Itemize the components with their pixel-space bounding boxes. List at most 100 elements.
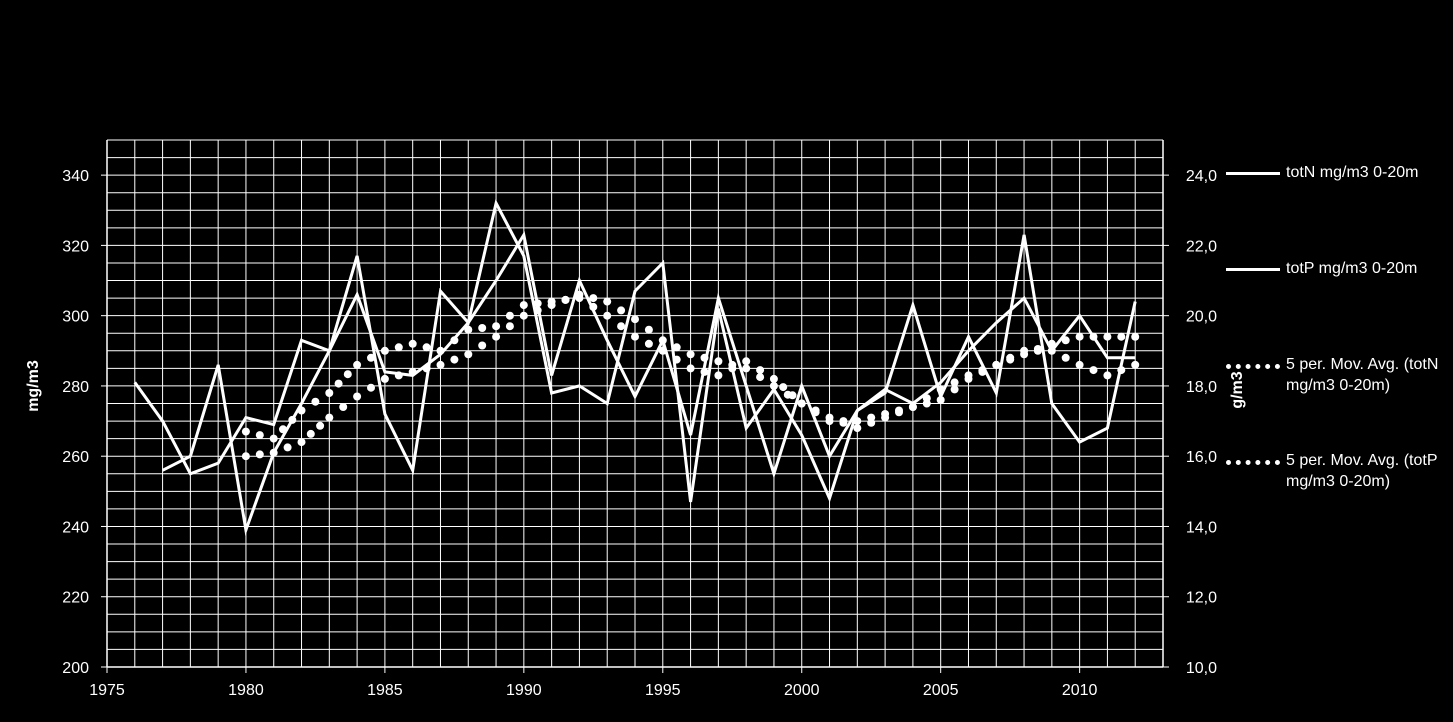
legend-swatch-totp — [1226, 268, 1280, 271]
moving-average-dot — [325, 389, 334, 397]
moving-average-dot — [1103, 332, 1112, 341]
moving-average-dot — [339, 403, 348, 411]
moving-average-dot — [255, 431, 264, 440]
moving-average-dot — [603, 297, 612, 306]
moving-average-dot — [839, 418, 848, 427]
moving-average-dot — [306, 429, 315, 438]
y-right-tick-label: 18,0 — [1186, 379, 1217, 396]
moving-average-dot — [367, 353, 375, 362]
moving-average-dot — [325, 413, 334, 422]
moving-average-dot — [714, 371, 723, 380]
legend-label-totn: totN mg/m3 0-20m — [1286, 164, 1419, 181]
moving-average-dot — [742, 364, 751, 373]
moving-average-dot — [964, 371, 973, 380]
x-tick-label: 1990 — [506, 682, 542, 699]
moving-average-dot — [617, 322, 626, 331]
moving-average-dot — [658, 346, 667, 355]
moving-average-dot — [1061, 353, 1070, 362]
x-tick-label: 1975 — [89, 682, 125, 699]
horizontal-gridlines — [107, 139, 1163, 650]
moving-average-dot — [950, 378, 959, 387]
series-layer — [133, 198, 1140, 536]
moving-average-dot — [783, 390, 792, 399]
moving-average-dot — [992, 360, 1001, 369]
moving-average-dot — [1033, 345, 1042, 353]
moving-average-dot — [853, 424, 862, 433]
moving-average-dot — [241, 452, 250, 461]
series-totp-moving-average — [241, 290, 1140, 461]
moving-average-dot — [478, 324, 487, 332]
y-right-tick-label: 20,0 — [1186, 309, 1217, 326]
moving-average-dot — [936, 396, 945, 404]
moving-average-dot — [1047, 346, 1056, 355]
moving-average-dot — [672, 355, 681, 364]
legend-swatch-totn — [1226, 172, 1280, 175]
y-axis-right-label: g/m3 — [1229, 371, 1246, 408]
moving-average-dot — [797, 399, 806, 408]
moving-average-dot — [756, 366, 765, 375]
moving-average-dot — [478, 341, 487, 350]
moving-average-dot — [700, 353, 709, 362]
moving-average-dot — [450, 355, 459, 364]
moving-average-dot — [908, 403, 917, 411]
legend-label-totp: totP mg/m3 0-20m — [1286, 260, 1418, 277]
moving-average-dot — [811, 406, 820, 415]
y-right-tick-label: 10,0 — [1186, 660, 1217, 677]
moving-average-dot — [589, 294, 598, 303]
y-left-tick-label: 220 — [62, 590, 89, 607]
moving-average-dot — [408, 367, 417, 376]
x-tick-label: 2000 — [784, 682, 820, 699]
moving-average-dot — [269, 448, 278, 457]
moving-average-dot — [1020, 350, 1029, 359]
moving-average-dot — [561, 295, 570, 304]
moving-average-dot — [288, 415, 297, 424]
moving-average-dot — [1131, 360, 1140, 369]
axes — [106, 140, 1164, 668]
moving-average-dot — [505, 311, 514, 320]
moving-average-dot — [631, 315, 639, 324]
moving-average-dot — [922, 394, 931, 403]
moving-average-dot — [936, 385, 945, 394]
moving-average-dot — [978, 366, 987, 375]
y-left-tick-label: 280 — [62, 379, 89, 396]
moving-average-dot — [617, 306, 626, 315]
moving-average-dot — [353, 392, 362, 401]
series-totn-line — [133, 198, 1137, 503]
moving-average-dot — [311, 397, 320, 406]
moving-average-dot — [422, 364, 431, 373]
moving-average-dot — [394, 371, 403, 380]
y-right-tick-label: 12,0 — [1186, 590, 1217, 607]
moving-average-dot — [334, 379, 343, 388]
moving-average-dot — [644, 325, 653, 334]
moving-average-dot — [895, 408, 903, 417]
moving-average-dot — [742, 357, 751, 366]
moving-average-dot — [283, 443, 292, 452]
moving-average-dot — [1047, 339, 1056, 348]
moving-average-dot — [436, 360, 445, 369]
moving-average-dot — [1075, 360, 1084, 369]
moving-average-dot — [658, 336, 667, 345]
moving-average-dot — [297, 406, 306, 415]
moving-average-dot — [241, 427, 250, 436]
moving-average-dot — [519, 301, 528, 310]
moving-average-dot — [380, 346, 389, 355]
moving-average-dot — [825, 413, 834, 422]
moving-average-dot — [1061, 336, 1070, 345]
moving-average-dot — [1117, 332, 1126, 341]
moving-average-dot — [769, 381, 778, 390]
x-tick-label: 1995 — [645, 682, 681, 699]
moving-average-dot — [353, 360, 362, 369]
moving-average-dot — [422, 343, 431, 352]
legend-swatch-totn-avg — [1226, 364, 1280, 369]
moving-average-dot — [380, 374, 389, 383]
moving-average-dot — [1075, 332, 1084, 341]
legend-label-totn-avg: 5 per. Mov. Avg. (totN mg/m3 0-20m) — [1286, 356, 1439, 394]
moving-average-dot — [547, 301, 556, 310]
moving-average-dot — [436, 346, 445, 355]
moving-average-dot — [492, 322, 501, 331]
y-left-tick-label: 260 — [62, 449, 89, 466]
moving-average-dot — [464, 325, 473, 334]
moving-average-dot — [769, 374, 778, 383]
y-right-tick-label: 14,0 — [1186, 519, 1217, 536]
